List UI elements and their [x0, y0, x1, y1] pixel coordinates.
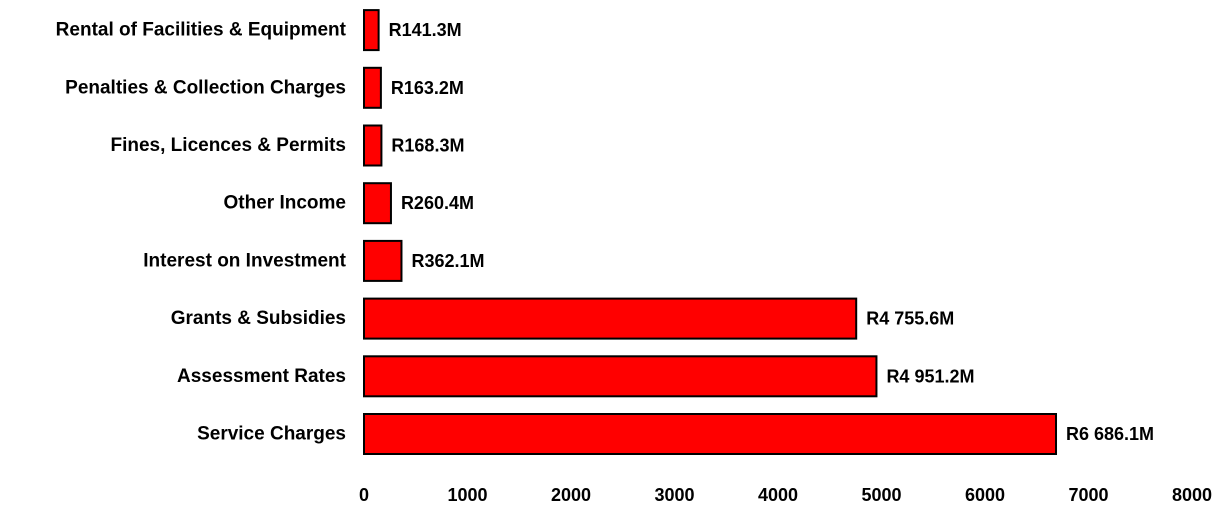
category-label: Rental of Facilities & Equipment [56, 20, 347, 41]
x-tick-label: 0 [359, 485, 369, 505]
x-tick-label: 3000 [654, 485, 694, 505]
bar [363, 239, 403, 282]
data-label: R4 755.6M [866, 309, 954, 329]
bar [363, 297, 858, 340]
x-tick-label: 7000 [1068, 485, 1108, 505]
bar [363, 355, 878, 398]
x-tick-label: 6000 [965, 485, 1005, 505]
x-tick-label: 8000 [1172, 485, 1212, 505]
category-label: Grants & Subsidies [171, 308, 346, 329]
data-label: R168.3M [391, 136, 464, 156]
category-label: Interest on Investment [143, 250, 346, 271]
category-labels-group: Service Charges Assessment Rates Grants & … [56, 20, 347, 445]
category-label: Assessment Rates [177, 366, 346, 387]
category-label: Fines, Licences & Permits [111, 135, 347, 156]
data-label: R163.2M [391, 78, 464, 98]
category-label: Service Charges [197, 424, 346, 445]
bars-group [363, 9, 1058, 455]
category-label: Other Income [224, 193, 346, 214]
data-label: R362.1M [411, 251, 484, 271]
value-labels-group: R6 686.1M R4 951.2M R4 755.6M R362.1M R260.4… [389, 20, 1154, 444]
x-tick-label: 5000 [861, 485, 901, 505]
bar [363, 66, 382, 109]
bar [363, 9, 380, 52]
bar [363, 124, 383, 167]
bar [363, 413, 1058, 455]
x-axis-ticks-group: 0 1000 2000 3000 4000 5000 6000 7000 8000 [359, 485, 1212, 505]
bar [363, 182, 392, 225]
data-label: R6 686.1M [1066, 424, 1154, 444]
category-label: Penalties & Collection Charges [65, 77, 346, 98]
x-tick-label: 4000 [758, 485, 798, 505]
data-label: R4 951.2M [886, 366, 974, 386]
data-label: R260.4M [401, 193, 474, 213]
x-tick-label: 1000 [447, 485, 487, 505]
x-tick-label: 2000 [551, 485, 591, 505]
data-label: R141.3M [389, 20, 462, 40]
